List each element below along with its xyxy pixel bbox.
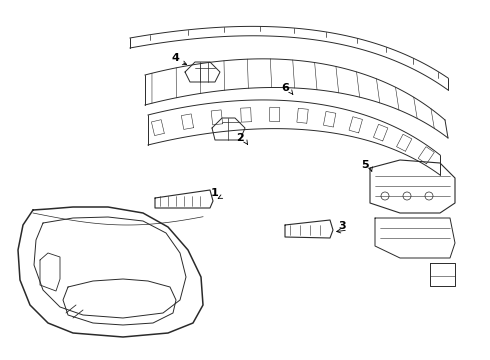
Text: 1: 1 bbox=[211, 188, 219, 198]
Text: 4: 4 bbox=[171, 53, 179, 63]
Text: 3: 3 bbox=[338, 221, 346, 231]
Text: 2: 2 bbox=[236, 133, 244, 143]
Text: 6: 6 bbox=[281, 83, 289, 93]
Text: 5: 5 bbox=[361, 160, 369, 170]
